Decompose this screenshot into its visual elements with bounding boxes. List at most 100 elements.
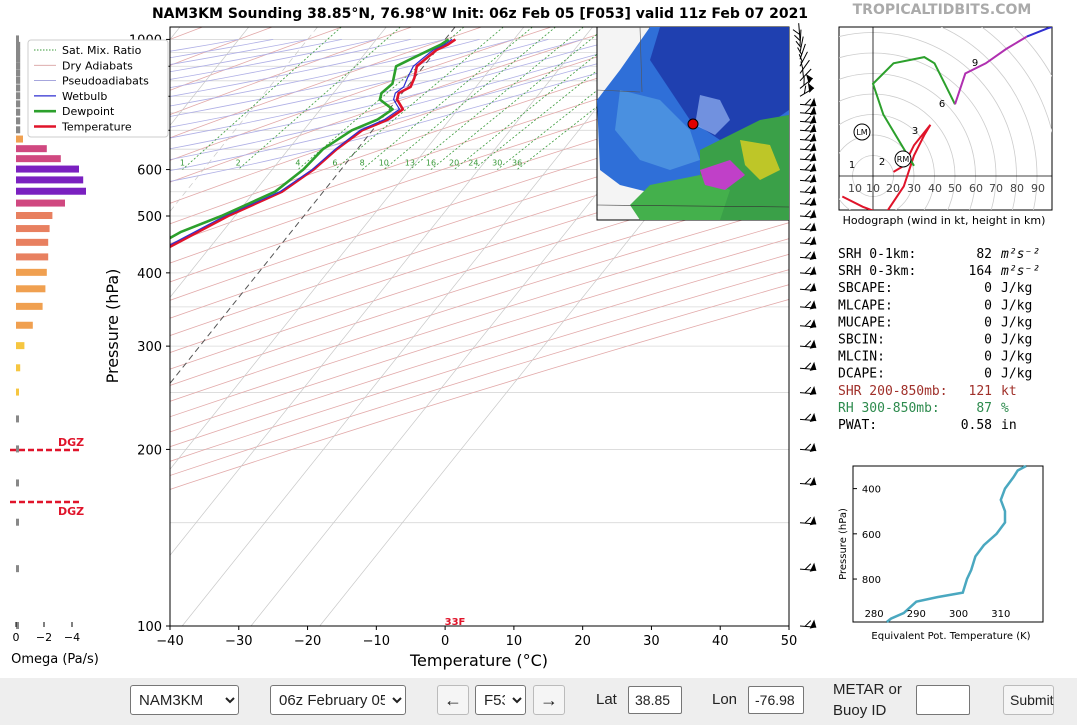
watermark: TROPICALTIDBITS.COM [853, 2, 1032, 18]
wind-barb [799, 562, 817, 572]
param-unit: m²s⁻² [1000, 247, 1040, 262]
mixing-ratio-labels: 1 2 4 6 8 10 13 16 20 24 30 36 [180, 159, 522, 168]
x-tick-label: 0 [441, 634, 449, 649]
wind-barb [799, 209, 817, 219]
omega-bar [16, 253, 49, 261]
omega-bar [16, 622, 19, 629]
wind-barb [799, 250, 817, 260]
param-value: 87 [976, 401, 992, 416]
omega-bar [16, 518, 19, 526]
omega-tick-label: −2 [36, 631, 52, 644]
param-unit: kt [1001, 384, 1017, 399]
storm-motion-label: LM [856, 128, 867, 137]
hodograph-height-label: 6 [939, 99, 945, 110]
omega-bar [16, 100, 21, 108]
prev-forecast-button[interactable]: ← [437, 685, 469, 715]
param-label: MUCAPE: [838, 315, 893, 330]
submit-button[interactable]: Submit [1003, 685, 1054, 715]
param-label: SBCAPE: [838, 281, 893, 296]
skewt-xlabel: Temperature (°C) [409, 651, 548, 670]
hodograph-ring-label: 20 [886, 182, 900, 195]
wind-barb [799, 222, 817, 232]
omega-bar [16, 268, 47, 276]
y-tick-label: 500 [137, 210, 162, 225]
omega-bar [16, 41, 21, 49]
run-select[interactable]: 06z February 05 [270, 685, 406, 715]
wind-barb [799, 282, 817, 292]
param-label: RH 300-850mb: [838, 401, 940, 416]
legend-item: Pseudoadiabats [62, 75, 149, 88]
omega-bar [16, 35, 19, 43]
omega-bar [16, 135, 23, 143]
wind-barb [799, 339, 817, 349]
param-unit: % [1001, 401, 1009, 416]
next-forecast-button[interactable]: → [533, 685, 565, 715]
param-unit: J/kg [1001, 333, 1032, 348]
omega-bar [16, 55, 21, 63]
omega-bar [16, 84, 21, 92]
lat-input[interactable] [628, 686, 682, 714]
omega-bar [16, 92, 21, 100]
parameters-table: SRH 0-1km: 82 m²s⁻² SRH 0-3km: 164 m²s⁻² SBCAP… [838, 247, 1040, 433]
mixing-ratio-label: 36 [512, 159, 522, 168]
wind-barb [797, 43, 806, 60]
omega-tick-label: −4 [64, 631, 80, 644]
hodograph-segment [1026, 27, 1052, 38]
series-wetbulb [170, 38, 453, 246]
x-tick-label: 40 [712, 634, 729, 649]
wind-barb [799, 476, 817, 487]
omega-bar [16, 225, 50, 233]
omega-bar [16, 364, 21, 372]
param-value: 0 [984, 298, 992, 313]
model-select[interactable]: NAM3KM [130, 685, 239, 715]
storm-motion-label: RM [897, 155, 910, 164]
param-label: SBCIN: [838, 333, 885, 348]
wind-barb [799, 97, 817, 107]
y-tick-label: 200 [137, 443, 162, 458]
legend-item: Dry Adiabats [62, 59, 133, 72]
hodograph-height-label: 3 [912, 126, 918, 137]
wind-barb [799, 163, 817, 173]
omega-bar [16, 388, 19, 396]
omega-bar [16, 479, 19, 487]
omega-tick-label: 0 [13, 631, 20, 644]
metar-input[interactable] [916, 685, 970, 715]
mixing-ratio-label: 8 [360, 159, 365, 168]
param-unit: J/kg [1001, 350, 1032, 365]
dgz-label-bottom: DGZ [58, 505, 84, 518]
thetae-x-tick: 280 [865, 609, 884, 620]
hodograph-ring-label: 30 [907, 182, 921, 195]
omega-bar [16, 69, 21, 77]
omega-bar [16, 302, 43, 310]
mixing-ratio-label: 6 [332, 159, 337, 168]
omega-bar [16, 238, 49, 246]
mixing-ratio-label: 1 [180, 159, 185, 168]
omega-bar [16, 76, 21, 84]
lon-input[interactable] [748, 686, 804, 714]
x-tick-label: −30 [225, 634, 252, 649]
mixing-ratio-label: 4 [295, 159, 300, 168]
param-value: 82 [976, 247, 992, 262]
wind-barb [799, 133, 817, 143]
buoy-label: Buoy ID [833, 702, 887, 719]
hodograph: 10 10 20 30 40 50 60 70 80 90 1 2 3 6 9 LM RM Hodograph … [838, 26, 1053, 227]
omega-bar [16, 165, 79, 173]
param-label: DCAPE: [838, 367, 885, 382]
y-tick-label: 300 [137, 340, 162, 355]
forecast-hour-select[interactable]: F53 [475, 685, 526, 715]
mixing-ratio-label: 10 [379, 159, 389, 168]
omega-bar [16, 176, 84, 184]
wind-barb [799, 114, 817, 124]
hodograph-ring-label: 70 [989, 182, 1003, 195]
thetae-y-tick: 400 [862, 485, 881, 496]
mixing-ratio-label: 2 [236, 159, 241, 168]
omega-bar [16, 48, 21, 56]
hodograph-ring-label: 90 [1031, 182, 1045, 195]
metar-label: METAR or [833, 681, 902, 698]
hodograph-height-label: 9 [972, 58, 978, 69]
wind-barb [799, 412, 817, 423]
sounding-figure: NAM3KM Sounding 38.85°N, 76.98°W Init: 0… [10, 2, 1053, 670]
legend-item: Sat. Mix. Ratio [62, 44, 142, 57]
wind-barb [799, 386, 817, 396]
omega-bar [16, 117, 21, 125]
